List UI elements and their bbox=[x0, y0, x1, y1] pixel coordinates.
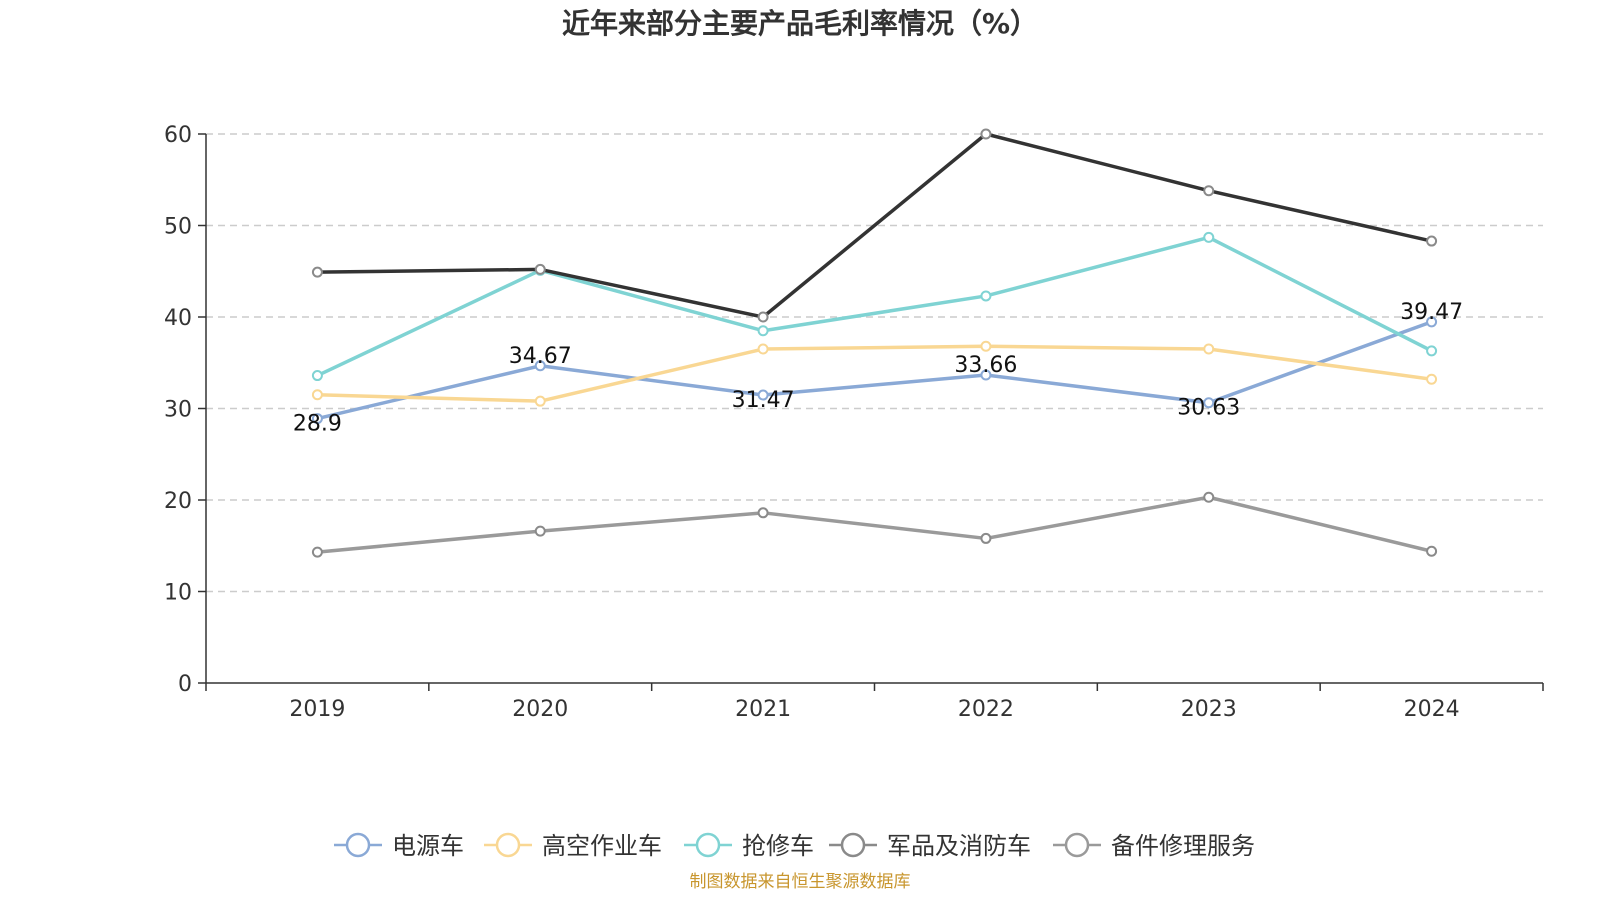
data-point[interactable] bbox=[534, 525, 546, 537]
data-point[interactable] bbox=[757, 311, 769, 323]
legend-label: 备件修理服务 bbox=[1111, 832, 1255, 860]
x-tick-label: 2024 bbox=[1404, 697, 1460, 722]
data-point[interactable] bbox=[980, 128, 992, 140]
data-point[interactable] bbox=[1426, 316, 1438, 328]
data-label: 33.66 bbox=[954, 353, 1017, 378]
data-point[interactable] bbox=[980, 340, 992, 352]
x-tick-label: 2022 bbox=[958, 697, 1014, 722]
y-tick-label: 10 bbox=[164, 581, 192, 606]
series-line bbox=[317, 320, 1433, 421]
x-tick-label: 2020 bbox=[512, 697, 568, 722]
legend-label: 高空作业车 bbox=[542, 832, 662, 860]
data-point[interactable] bbox=[980, 532, 992, 544]
x-tick-label: 2019 bbox=[289, 697, 345, 722]
data-label: 28.9 bbox=[293, 412, 342, 437]
y-tick-label: 40 bbox=[164, 306, 192, 331]
x-tick-label: 2021 bbox=[735, 697, 791, 722]
y-tick-label: 0 bbox=[178, 672, 192, 697]
data-point[interactable] bbox=[311, 389, 323, 401]
y-tick-label: 20 bbox=[164, 489, 192, 514]
data-point[interactable] bbox=[757, 325, 769, 337]
data-source-note: 制图数据来自恒生聚源数据库 bbox=[690, 872, 911, 892]
legend-item[interactable]: 军品及消防车 bbox=[829, 832, 1031, 860]
data-point[interactable] bbox=[1203, 397, 1215, 409]
y-tick-label: 30 bbox=[164, 398, 192, 423]
data-point[interactable] bbox=[311, 266, 323, 278]
legend-item[interactable]: 电源车 bbox=[334, 832, 464, 860]
legend-circle-icon bbox=[1064, 832, 1090, 858]
legend-circle-icon bbox=[495, 832, 521, 858]
legend-item[interactable]: 备件修理服务 bbox=[1053, 832, 1255, 860]
series-line bbox=[317, 344, 1432, 403]
legend-circle-icon bbox=[345, 832, 371, 858]
legend-label: 军品及消防车 bbox=[887, 832, 1031, 860]
data-point[interactable] bbox=[980, 369, 992, 381]
legend-item[interactable]: 抢修车 bbox=[684, 832, 814, 860]
chart-title: 近年来部分主要产品毛利率情况（%） bbox=[562, 7, 1038, 40]
legend-circle-icon bbox=[840, 832, 866, 858]
data-label: 30.63 bbox=[1177, 396, 1240, 421]
series-line bbox=[316, 235, 1433, 378]
legend-circle-icon bbox=[695, 832, 721, 858]
data-point[interactable] bbox=[757, 389, 769, 401]
data-point[interactable] bbox=[311, 413, 323, 425]
grid-lines bbox=[206, 133, 1543, 593]
data-point[interactable] bbox=[757, 507, 769, 519]
data-point[interactable] bbox=[1203, 185, 1215, 197]
data-point[interactable] bbox=[311, 546, 323, 558]
data-label: 34.67 bbox=[509, 344, 572, 369]
data-label: 31.47 bbox=[732, 388, 795, 413]
data-point[interactable] bbox=[1426, 345, 1438, 357]
series-line bbox=[317, 132, 1432, 319]
data-point[interactable] bbox=[1426, 235, 1438, 247]
data-point[interactable] bbox=[1203, 231, 1215, 243]
legend[interactable]: 电源车 高空作业车 抢修车 军品及消防车 备件修理服务 bbox=[334, 832, 1255, 860]
data-point[interactable] bbox=[1203, 343, 1215, 355]
legend-label: 抢修车 bbox=[742, 832, 814, 860]
data-point[interactable] bbox=[534, 360, 546, 372]
data-labels: 28.9 34.67 31.47 33.66 30.63 39.47 bbox=[293, 300, 1463, 437]
axes: 0 10 20 30 40 50 60 2019 2020 2021 2022 2023 2024 bbox=[164, 123, 1544, 722]
data-point[interactable] bbox=[534, 395, 546, 407]
legend-item[interactable]: 高空作业车 bbox=[484, 832, 662, 860]
data-point[interactable] bbox=[757, 343, 769, 355]
y-tick-label: 60 bbox=[164, 123, 192, 148]
series-line bbox=[317, 495, 1432, 554]
y-tick-label: 50 bbox=[164, 215, 192, 240]
data-point[interactable] bbox=[1426, 545, 1438, 557]
data-point[interactable] bbox=[1426, 373, 1438, 385]
data-point[interactable] bbox=[534, 263, 546, 275]
legend-label: 电源车 bbox=[392, 832, 464, 860]
data-point[interactable] bbox=[1203, 491, 1215, 503]
data-point[interactable] bbox=[311, 370, 323, 382]
data-label: 39.47 bbox=[1400, 300, 1463, 325]
series-lines bbox=[311, 128, 1438, 558]
data-point[interactable] bbox=[980, 290, 992, 302]
x-tick-label: 2023 bbox=[1181, 697, 1237, 722]
